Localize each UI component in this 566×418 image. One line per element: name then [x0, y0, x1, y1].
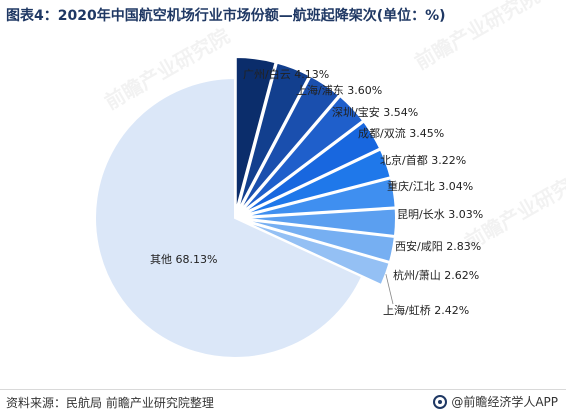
slice-label-5: 北京/首都 3.22%: [380, 153, 466, 167]
brand-logo-icon: [433, 394, 448, 409]
pie-slice-8: [240, 207, 397, 238]
slice-label-9: 杭州/萧山 2.62%: [393, 268, 479, 282]
label-layer: 广州/白云 4.13% 上海/浦东 3.60% 深圳/宝安 3.54% 成都/双流 3…: [150, 67, 483, 317]
brand-credit: @前瞻经济学人APP: [433, 393, 558, 410]
footer-divider: [0, 389, 566, 390]
pie-slice-2: [236, 61, 311, 213]
pie-slice-3: [237, 74, 341, 214]
slice-label-4: 成都/双流 3.45%: [358, 126, 444, 140]
pie-slice-1: [234, 56, 277, 213]
pie-slice-10: [240, 219, 391, 287]
brand-text: @前瞻经济学人APP: [451, 395, 558, 409]
slice-label-1: 广州/白云 4.13%: [243, 67, 329, 81]
slice-label-10: 上海/虹桥 2.42%: [383, 303, 469, 317]
leader-layer: [385, 274, 394, 305]
pie-slice-4: [238, 94, 365, 215]
slice-layer: [94, 56, 397, 359]
pie-slice-6: [240, 148, 392, 217]
slice-label-11: 其他 68.13%: [150, 253, 217, 266]
slice-label-8: 西安/咸阳 2.83%: [395, 239, 481, 253]
slice-label-6: 重庆/江北 3.04%: [387, 179, 473, 193]
pie-slice-11: [94, 76, 364, 359]
slice-label-2: 上海/浦东 3.60%: [296, 83, 382, 97]
pie-slice-5: [239, 120, 382, 216]
pie-slice-7: [240, 177, 397, 219]
watermark-text: 前瞻产业研究院: [411, 0, 544, 74]
slice-label-3: 深圳/宝安 3.54%: [332, 105, 418, 119]
slice-label-7: 昆明/长水 3.03%: [397, 208, 483, 221]
chart-title: 图表4：2020年中国航空机场行业市场份额—航班起降架次(单位：%): [6, 8, 446, 24]
leader-line: [385, 274, 394, 305]
source-note: 资料来源：民航局 前瞻产业研究院整理: [6, 396, 214, 410]
